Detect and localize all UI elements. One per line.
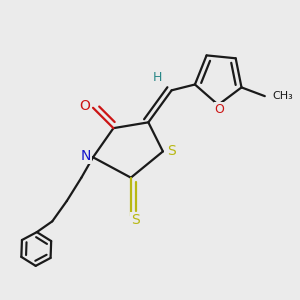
Text: S: S: [131, 213, 140, 227]
Text: H: H: [152, 71, 162, 84]
Text: N: N: [81, 149, 91, 163]
Text: CH₃: CH₃: [272, 91, 293, 101]
Text: O: O: [79, 99, 90, 113]
Text: S: S: [167, 145, 176, 158]
Text: O: O: [215, 103, 225, 116]
